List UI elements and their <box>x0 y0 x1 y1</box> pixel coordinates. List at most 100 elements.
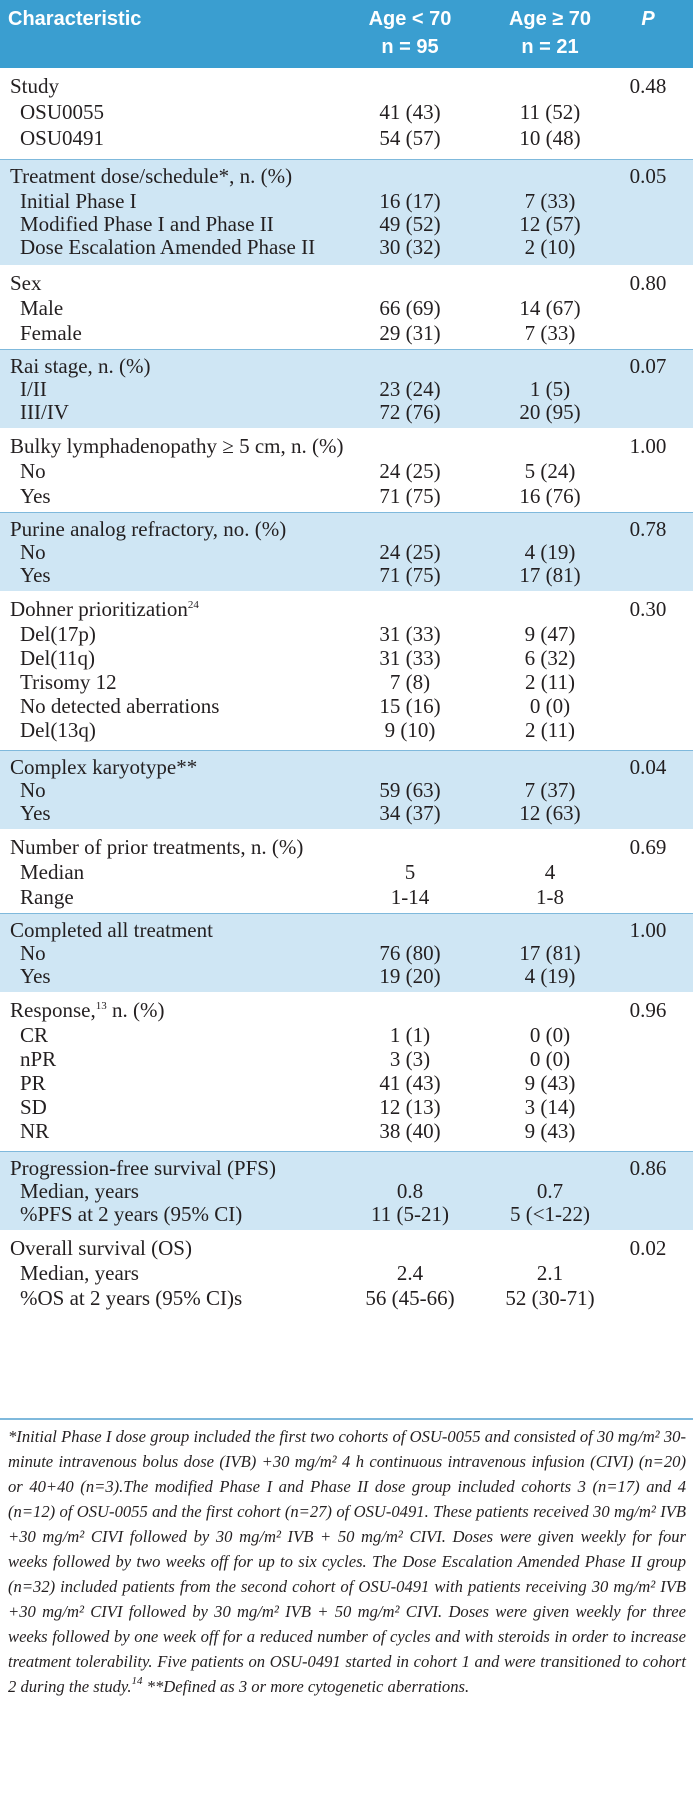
cell-age-under-70: 34 (37) <box>379 801 441 825</box>
cell-age-70-plus: 17 (81) <box>519 941 581 965</box>
row-label: Median, years <box>20 1261 139 1285</box>
cell-age-70-plus: 7 (37) <box>524 778 576 802</box>
header-col2-n: n = 21 <box>521 36 579 58</box>
row-label: Modified Phase I and Phase II <box>20 212 274 236</box>
cell-age-under-70: 56 (45-66) <box>365 1286 455 1310</box>
group-label: Complex karyotype** <box>10 753 197 781</box>
group-label: Response,13 n. (%) <box>10 996 164 1024</box>
cell-age-70-plus: 4 (19) <box>524 540 576 564</box>
footnote-text-after: **Defined as 3 or more cytogenetic aberr… <box>142 1677 470 1696</box>
cell-age-under-70: 66 (69) <box>379 296 441 320</box>
footnote-ref: 14 <box>131 1675 143 1687</box>
row-label: Del(11q) <box>20 646 96 670</box>
cell-age-70-plus: 16 (76) <box>519 484 581 508</box>
cell-age-under-70: 24 (25) <box>379 540 441 564</box>
row-label: %PFS at 2 years (95% CI) <box>20 1202 243 1226</box>
row-group: Purine analog refractory, no. (%) 0.78 No 2… <box>0 513 693 591</box>
row-label: Del(17p) <box>20 622 96 646</box>
cell-age-under-70: 38 (40) <box>379 1119 441 1143</box>
cell-age-70-plus: 11 (52) <box>519 100 581 124</box>
row-label: Yes <box>20 484 51 508</box>
cell-age-under-70: 5 <box>404 860 416 884</box>
row-group: Rai stage, n. (%) 0.07 I/II 23 (24) 1 (5) III… <box>0 350 693 428</box>
p-value: 0.96 <box>629 998 667 1022</box>
cell-age-70-plus: 0.7 <box>536 1179 564 1203</box>
cell-age-70-plus: 2 (10) <box>524 235 576 259</box>
row-label: Male <box>20 296 64 320</box>
cell-age-under-70: 2.4 <box>396 1261 424 1285</box>
cell-age-70-plus: 5 (<1-22) <box>509 1202 591 1226</box>
cell-age-70-plus: 6 (32) <box>524 646 576 670</box>
row-label: OSU0055 <box>20 100 105 124</box>
row-label: No <box>20 540 46 564</box>
table-header: Characteristic Age < 70 n = 95 Age ≥ 70 … <box>0 0 693 68</box>
group-label-text: Dohner prioritization <box>10 597 188 621</box>
footnote-text: *Initial Phase I dose group included the… <box>8 1427 686 1696</box>
p-value: 0.04 <box>629 755 667 779</box>
row-label: Del(13q) <box>20 718 96 742</box>
group-label-text: Bulky lymphadenopathy ≥ 5 cm, n. (%) <box>10 434 344 458</box>
cell-age-70-plus: 10 (48) <box>519 126 581 150</box>
header-col1-title: Age < 70 <box>368 8 452 30</box>
p-value: 0.48 <box>629 74 667 98</box>
cell-age-70-plus: 5 (24) <box>524 459 576 483</box>
cell-age-70-plus: 7 (33) <box>524 321 576 345</box>
cell-age-under-70: 54 (57) <box>379 126 441 150</box>
group-label: Treatment dose/schedule*, n. (%) <box>10 162 292 190</box>
cell-age-70-plus: 1-8 <box>536 885 564 909</box>
p-value: 0.78 <box>629 517 667 541</box>
group-label-text: Completed all treatment <box>10 918 213 942</box>
group-label-text: Progression-free survival (PFS) <box>10 1156 276 1180</box>
row-label: Yes <box>20 563 51 587</box>
row-label: Range <box>20 885 74 909</box>
cell-age-under-70: 71 (75) <box>379 484 441 508</box>
row-label: CR <box>20 1023 49 1047</box>
row-label: No <box>20 941 46 965</box>
row-group: Bulky lymphadenopathy ≥ 5 cm, n. (%) 1.00… <box>0 428 693 513</box>
cell-age-under-70: 0.8 <box>396 1179 424 1203</box>
group-label-text: Sex <box>10 271 42 295</box>
header-p-value: P <box>641 8 655 30</box>
row-label: Yes <box>20 964 51 988</box>
row-label: No detected aberrations <box>20 694 220 718</box>
row-label: Median, years <box>20 1179 139 1203</box>
row-group: Overall survival (OS) 0.02 Median, years 2.… <box>0 1230 693 1315</box>
row-group: Study 0.48 OSU0055 41 (43) 11 (52) OSU0491 54 … <box>0 68 693 160</box>
group-label: Progression-free survival (PFS) <box>10 1154 276 1182</box>
cell-age-70-plus: 4 (19) <box>524 964 576 988</box>
p-value: 0.30 <box>629 597 667 621</box>
cell-age-70-plus: 52 (30-71) <box>505 1286 595 1310</box>
reference-superscript: 13 <box>95 1000 107 1012</box>
row-label: I/II <box>20 377 47 401</box>
cell-age-under-70: 1 (1) <box>389 1023 431 1047</box>
group-label-text: Number of prior treatments, n. (%) <box>10 835 304 859</box>
cell-age-70-plus: 9 (43) <box>524 1071 576 1095</box>
row-group: Treatment dose/schedule*, n. (%) 0.05 Init… <box>0 160 693 265</box>
cell-age-under-70: 15 (16) <box>379 694 441 718</box>
p-value: 1.00 <box>629 434 667 458</box>
cell-age-under-70: 59 (63) <box>379 778 441 802</box>
group-label: Completed all treatment <box>10 916 213 944</box>
cell-age-under-70: 72 (76) <box>379 400 441 424</box>
header-characteristic: Characteristic <box>8 8 142 30</box>
row-label: No <box>20 459 46 483</box>
cell-age-70-plus: 0 (0) <box>529 1023 571 1047</box>
cell-age-under-70: 12 (13) <box>379 1095 441 1119</box>
cell-age-70-plus: 0 (0) <box>529 694 571 718</box>
p-value: 0.86 <box>629 1156 667 1180</box>
row-label: %OS at 2 years (95% CI)s <box>20 1286 243 1310</box>
p-value: 1.00 <box>629 918 667 942</box>
group-label-text: Response, <box>10 998 96 1022</box>
cell-age-70-plus: 9 (47) <box>524 622 576 646</box>
cell-age-under-70: 9 (10) <box>384 718 436 742</box>
row-label: No <box>20 778 46 802</box>
group-label: Purine analog refractory, no. (%) <box>10 515 286 543</box>
cell-age-under-70: 16 (17) <box>379 189 441 213</box>
cell-age-under-70: 23 (24) <box>379 377 441 401</box>
header-col2-title: Age ≥ 70 <box>508 8 592 30</box>
group-label-text: Complex karyotype** <box>10 755 198 779</box>
cell-age-under-70: 11 (5-21) <box>371 1202 449 1226</box>
cell-age-under-70: 29 (31) <box>379 321 441 345</box>
cell-age-70-plus: 1 (5) <box>529 377 571 401</box>
cell-age-70-plus: 9 (43) <box>524 1119 576 1143</box>
